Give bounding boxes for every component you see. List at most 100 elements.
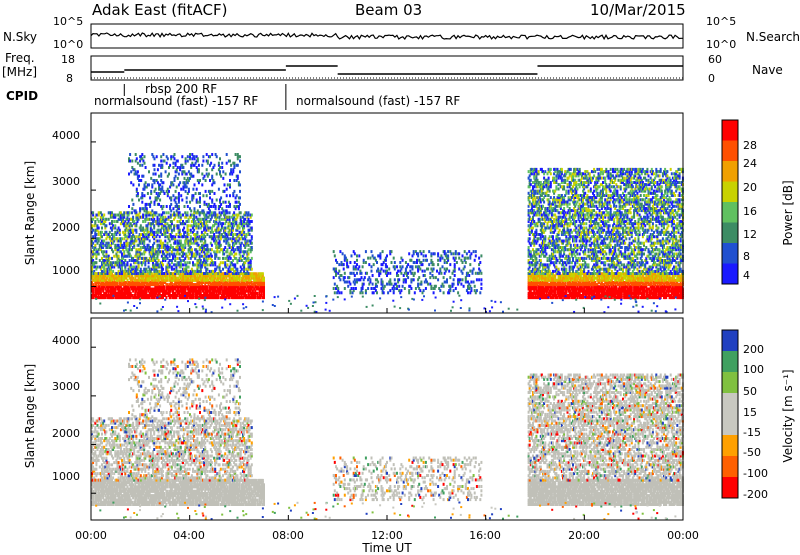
power-cell (169, 164, 171, 167)
power-cell (198, 168, 200, 171)
power-cell (148, 170, 150, 173)
power-cell (429, 272, 431, 275)
power-cell (229, 179, 231, 182)
power-cell (168, 270, 170, 273)
power-cell (226, 194, 228, 197)
power-cell (386, 254, 388, 257)
power-cell (241, 268, 243, 271)
power-cell (111, 257, 113, 260)
power-cell (226, 248, 228, 251)
power-cell (148, 183, 150, 186)
power-cell (210, 205, 212, 208)
power-cell (229, 211, 231, 214)
power-cell (371, 250, 373, 253)
power-cell (397, 270, 399, 273)
power-cell (173, 224, 175, 227)
power-cell (435, 285, 437, 288)
power-cell (160, 155, 162, 158)
power-cell (422, 263, 424, 266)
power-cell (138, 183, 140, 186)
power-cell (466, 252, 468, 255)
power-cell (434, 252, 436, 255)
power-cell (224, 272, 226, 275)
power-cell (209, 209, 211, 212)
power-cell (389, 278, 391, 281)
power-cell (211, 248, 213, 251)
power-cell (140, 224, 142, 227)
power-cell (108, 218, 110, 221)
power-cell (365, 261, 367, 264)
power-cell (386, 265, 388, 268)
power-cell (150, 177, 152, 180)
power-cell (220, 270, 222, 273)
power-cell (154, 168, 156, 171)
power-cell (423, 259, 425, 262)
power-cell (427, 283, 429, 286)
power-cell (354, 261, 356, 264)
power-cell (166, 162, 168, 165)
power-cell (337, 287, 339, 290)
power-cell (132, 229, 134, 232)
power-cell (234, 248, 236, 251)
power-cell (446, 278, 448, 281)
power-cell (177, 166, 179, 169)
power-cell (137, 170, 139, 173)
power-cell (227, 183, 229, 186)
power-cell (206, 168, 208, 171)
power-cell (389, 289, 391, 292)
power-cell (394, 287, 396, 290)
power-cell (98, 231, 100, 234)
power-cell (222, 268, 224, 271)
power-cell (356, 254, 358, 257)
power-cell (131, 211, 133, 214)
power-cell (404, 287, 406, 290)
power-cell (172, 207, 174, 210)
power-cell (198, 164, 200, 167)
power-cell (181, 155, 183, 158)
power-cell (153, 242, 155, 245)
power-cell (397, 274, 399, 277)
power-cell (160, 160, 162, 163)
power-cell (135, 209, 137, 212)
power-cell (172, 166, 174, 169)
power-cell (468, 250, 470, 253)
power-cell (215, 205, 217, 208)
power-cell (334, 283, 336, 286)
power-cell (169, 240, 171, 243)
power-cell (199, 196, 201, 199)
power-cell (209, 190, 211, 193)
power-cell (408, 289, 410, 292)
power-cell (194, 183, 196, 186)
power-cell (226, 279, 228, 282)
power-cell (220, 244, 222, 247)
power-cell (95, 261, 97, 264)
power-cell (186, 173, 188, 176)
power-cell (251, 220, 253, 223)
power-cell (453, 283, 455, 286)
power-cell (180, 240, 182, 243)
power-cell (215, 272, 217, 275)
power-cell (168, 211, 170, 214)
power-cell (201, 255, 203, 258)
power-cell (220, 203, 222, 206)
power-cell (130, 170, 132, 173)
power-cell (210, 162, 212, 165)
power-cell (101, 270, 103, 273)
power-cell (244, 218, 246, 221)
power-cell (232, 233, 234, 236)
power-cell (211, 153, 213, 156)
power-cell (172, 183, 174, 186)
power-cell (230, 168, 232, 171)
power-cell (236, 194, 238, 197)
power-cell (139, 164, 141, 167)
power-cell (387, 291, 389, 294)
power-cell (213, 233, 215, 236)
power-cell (365, 289, 367, 292)
power-cell (153, 224, 155, 227)
power-cell (206, 220, 208, 223)
power-cell (248, 272, 250, 275)
power-cell (139, 207, 141, 210)
power-cell (135, 240, 137, 243)
power-cell (178, 192, 180, 195)
power-cell (169, 253, 171, 256)
